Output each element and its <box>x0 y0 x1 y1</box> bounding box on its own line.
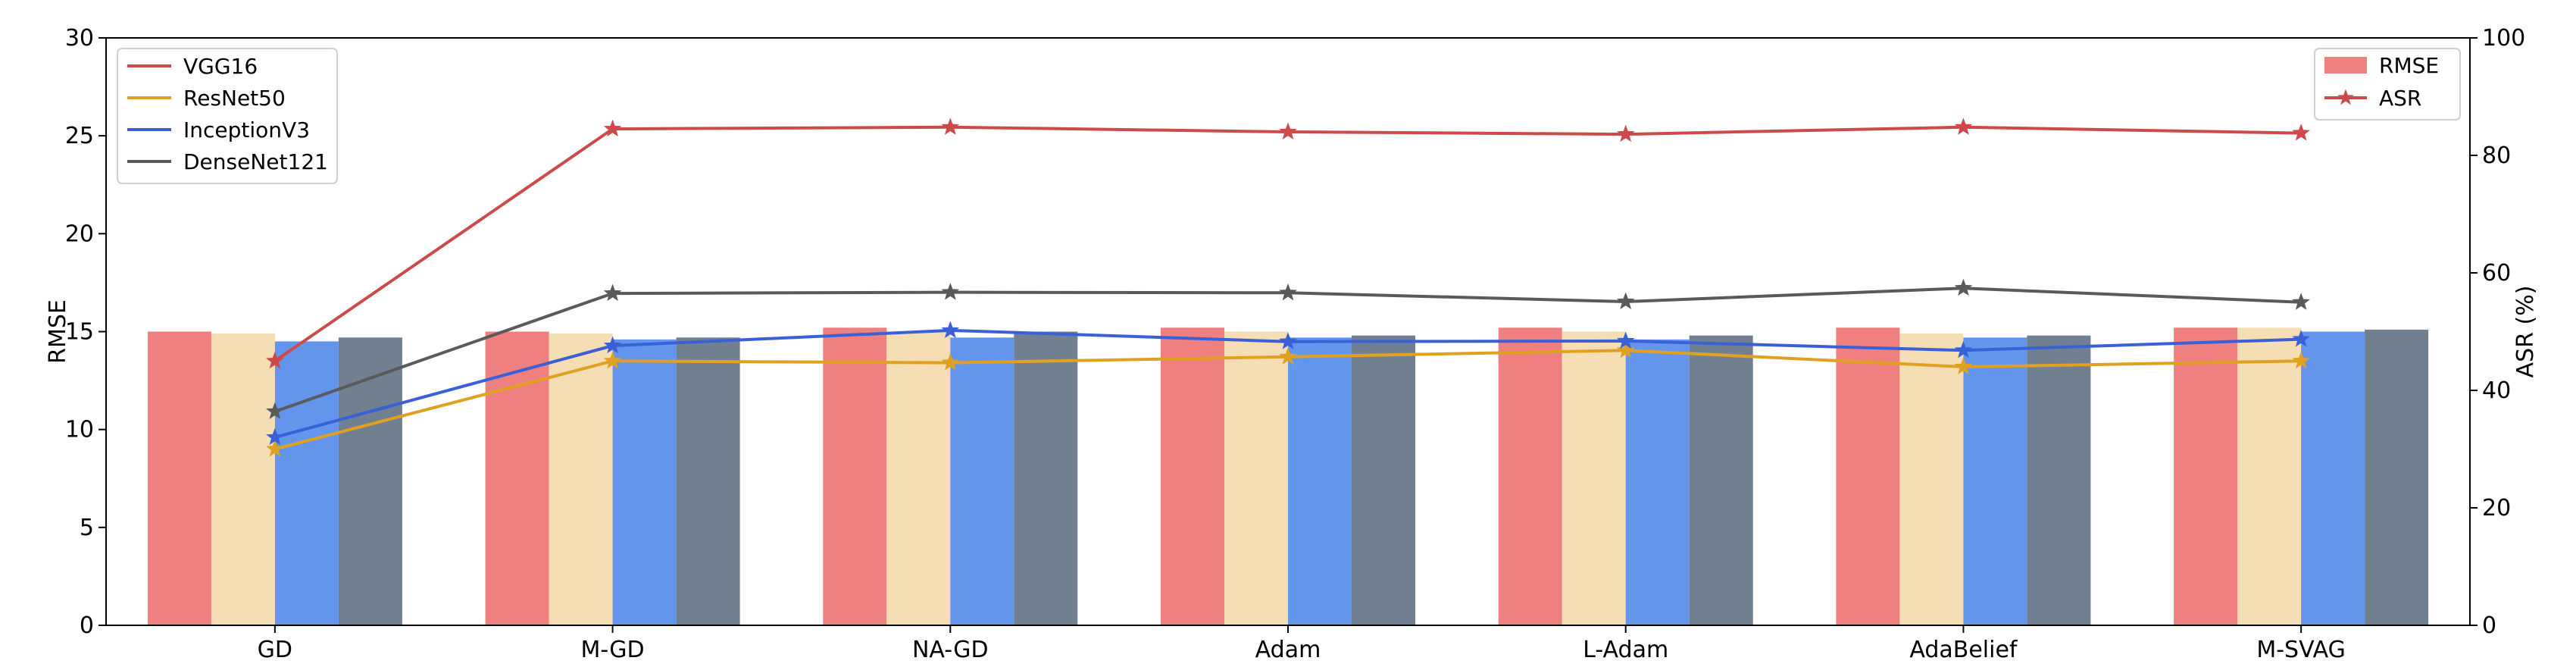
y-left-tick-label-15: 15 <box>65 319 94 346</box>
asr-point-inceptionv3-l-adam <box>1616 331 1635 349</box>
bar-inceptionv3-gd <box>274 341 339 625</box>
asr-line-vgg16 <box>274 125 2302 362</box>
bar-resnet50-l-adam <box>1562 331 1626 625</box>
legend-label-resnet50: ResNet50 <box>183 86 286 111</box>
bar-inceptionv3-m-gd <box>612 339 677 625</box>
bar-densenet121-m-gd <box>676 337 740 626</box>
y-left-tick-label-5: 5 <box>80 515 94 541</box>
asr-point-densenet121-adam <box>1279 283 1297 301</box>
asr-point-densenet121-adabelief <box>1954 278 1973 296</box>
asr-point-vgg16-adabelief <box>1954 117 1973 135</box>
asr-point-densenet121-m-gd <box>603 283 622 302</box>
legend-swatch-rmse <box>2324 57 2367 74</box>
lines-layer <box>266 117 2310 457</box>
bar-vgg16-na-gd <box>823 327 887 625</box>
asr-point-densenet121-m-svag <box>2292 293 2310 310</box>
asr-point-resnet50-na-gd <box>941 353 960 371</box>
legend-label-rmse: RMSE <box>2379 53 2439 78</box>
asr-point-inceptionv3-adam <box>1279 332 1297 349</box>
y-left-tick-label-0: 0 <box>80 612 94 639</box>
bar-inceptionv3-na-gd <box>950 337 1014 626</box>
y-left-tick-label-20: 20 <box>65 221 94 247</box>
legend-label-densenet121: DenseNet121 <box>183 149 328 174</box>
y-right-tick-label-60: 60 <box>2482 260 2511 287</box>
asr-point-vgg16-m-gd <box>603 119 622 137</box>
asr-point-resnet50-adam <box>1279 347 1297 365</box>
asr-point-inceptionv3-m-gd <box>603 336 622 354</box>
y-right-tick-label-100: 100 <box>2482 25 2525 52</box>
y-right-tick-label-20: 20 <box>2482 495 2511 521</box>
asr-point-densenet121-l-adam <box>1616 292 1635 310</box>
bar-densenet121-na-gd <box>1014 331 1078 625</box>
axes-layer: 0 5 10 15 20 25 30 0 20 40 60 80 100 GD M-GD NA-GD Adam L… <box>65 25 2525 663</box>
bar-inceptionv3-m-svag <box>2301 331 2365 625</box>
bar-vgg16-adabelief <box>1836 327 1900 625</box>
y-left-tick-label-30: 30 <box>65 25 94 52</box>
legend-label-inceptionv3: InceptionV3 <box>183 117 310 142</box>
y-axis-left-label: RMSE <box>45 299 71 364</box>
x-tick-label-l-adam: L-Adam <box>1583 637 1668 663</box>
asr-point-inceptionv3-m-svag <box>2292 330 2310 347</box>
asr-point-vgg16-gd <box>266 351 284 369</box>
bar-vgg16-l-adam <box>1498 327 1562 625</box>
asr-point-inceptionv3-adabelief <box>1954 340 1973 359</box>
x-tick-label-m-svag: M-SVAG <box>2256 637 2346 663</box>
asr-point-resnet50-m-gd <box>603 351 622 369</box>
legend-metrics: RMSE ASR <box>2314 48 2461 121</box>
legend-label-asr: ASR <box>2379 86 2421 111</box>
bar-densenet121-l-adam <box>1689 335 1753 625</box>
bar-resnet50-m-gd <box>549 334 613 625</box>
bar-resnet50-adam <box>1224 331 1288 625</box>
asr-point-vgg16-l-adam <box>1616 124 1635 142</box>
y-left-tick-label-25: 25 <box>65 123 94 149</box>
bar-densenet121-m-svag <box>2365 329 2429 625</box>
x-tick-label-gd: GD <box>258 637 292 663</box>
bar-densenet121-gd <box>338 337 402 626</box>
bar-resnet50-na-gd <box>886 331 951 625</box>
asr-point-resnet50-gd <box>266 440 284 457</box>
y-right-tick-label-0: 0 <box>2482 612 2496 639</box>
bar-vgg16-gd <box>147 331 211 625</box>
x-tick-label-adabelief: AdaBelief <box>1909 637 2018 663</box>
bar-resnet50-gd <box>211 334 275 625</box>
y-right-tick-label-40: 40 <box>2482 377 2511 404</box>
bar-vgg16-m-gd <box>485 331 549 625</box>
asr-point-resnet50-adabelief <box>1954 357 1973 375</box>
legend-models-frame <box>117 48 338 184</box>
bar-resnet50-m-svag <box>2237 327 2302 625</box>
bar-inceptionv3-l-adam <box>1625 339 1690 625</box>
asr-point-resnet50-m-svag <box>2292 351 2310 369</box>
bar-inceptionv3-adam <box>1288 337 1352 626</box>
x-tick-label-na-gd: NA-GD <box>912 637 989 663</box>
bar-densenet121-adam <box>1352 335 1415 625</box>
asr-point-vgg16-m-svag <box>2292 124 2310 141</box>
asr-point-inceptionv3-gd <box>266 427 284 446</box>
asr-point-inceptionv3-na-gd <box>941 321 960 338</box>
legend-label-vgg16: VGG16 <box>183 54 258 79</box>
x-tick-label-adam: Adam <box>1255 637 1321 663</box>
legend-star-asr <box>2337 89 2354 105</box>
bar-vgg16-adam <box>1161 327 1224 625</box>
bar-densenet121-adabelief <box>2027 335 2091 625</box>
asr-point-densenet121-gd <box>266 402 284 419</box>
bar-resnet50-adabelief <box>1899 334 1964 625</box>
y-right-tick-label-80: 80 <box>2482 142 2511 169</box>
y-axis-right-label: ASR (%) <box>2512 286 2539 378</box>
x-tick-label-m-gd: M-GD <box>580 637 644 663</box>
legend-models: VGG16 ResNet50 InceptionV3 DenseNet121 <box>117 48 338 184</box>
asr-point-vgg16-adam <box>1279 122 1297 140</box>
asr-point-resnet50-l-adam <box>1616 340 1635 359</box>
bars-layer <box>147 327 2429 626</box>
asr-point-vgg16-na-gd <box>941 117 960 135</box>
bar-inceptionv3-adabelief <box>1963 337 2027 626</box>
y-left-tick-label-10: 10 <box>65 417 94 443</box>
bar-vgg16-m-svag <box>2174 327 2238 625</box>
asr-point-densenet121-na-gd <box>941 283 960 300</box>
